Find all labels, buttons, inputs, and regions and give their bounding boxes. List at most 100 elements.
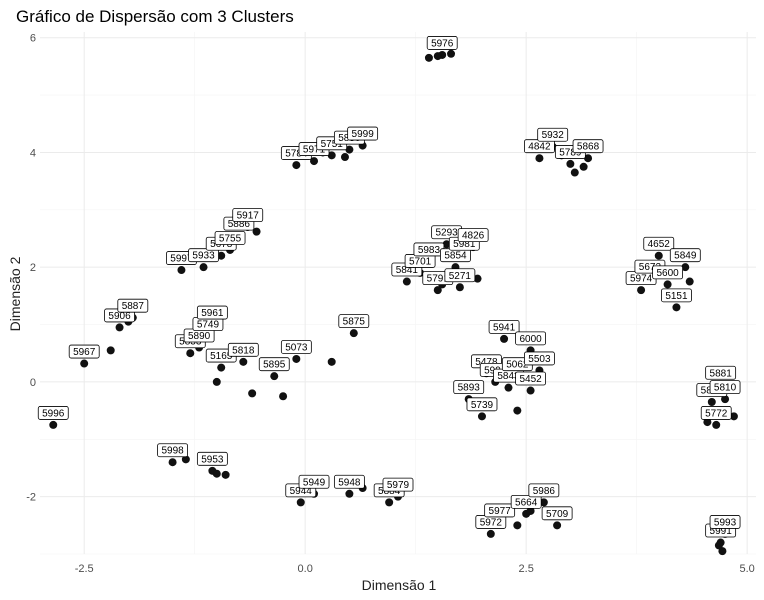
point-label-box (232, 208, 264, 222)
point-label: 5772 (700, 406, 732, 420)
point-label: 5151 (661, 288, 692, 303)
y-tick-label: 6 (30, 33, 36, 45)
data-point (177, 266, 186, 275)
point-label-text: 5983 (418, 245, 441, 256)
point-label-text: 6000 (519, 334, 542, 345)
point-label-text: 5890 (188, 331, 211, 342)
data-point (539, 498, 548, 507)
point-label: 5893 (453, 380, 485, 395)
data-point (292, 161, 301, 170)
point-label: 5749 (192, 317, 224, 331)
data-point (385, 498, 394, 507)
data-point (296, 498, 305, 507)
data-point (584, 154, 593, 163)
point-label-text: 5271 (449, 271, 472, 282)
point-label: 5875 (338, 314, 370, 329)
x-tick-label: 0.0 (298, 563, 313, 575)
point-label-text: 5997 (170, 254, 193, 265)
point-label-text: 5062 (506, 360, 529, 371)
point-label-box (338, 314, 370, 329)
point-label-text: 5972 (480, 517, 503, 528)
point-label: 5600 (652, 265, 684, 280)
point-label-text: 5875 (343, 317, 366, 328)
point-label: 5709 (541, 506, 573, 521)
point-label: 4652 (643, 236, 675, 251)
point-label-box (453, 380, 485, 395)
y-axis-ticks: -2 0 2 4 6 (26, 33, 36, 504)
point-label-text: 5996 (42, 408, 65, 419)
point-label: 5895 (258, 357, 290, 372)
data-point (340, 153, 349, 162)
point-label-text: 5293 (435, 228, 458, 239)
point-label: 5810 (709, 380, 741, 395)
x-tick-label: 2.5 (519, 563, 534, 575)
data-point (115, 323, 124, 332)
data-point (714, 541, 723, 550)
point-labels: 5996596759065887599759335678575558865917… (37, 36, 741, 538)
point-label-text: 5953 (201, 454, 224, 465)
point-label-box (426, 36, 458, 50)
point-label-text: 5503 (528, 354, 551, 365)
data-point (513, 521, 522, 530)
point-label: 5818 (227, 342, 259, 357)
point-label: 5977 (484, 503, 516, 518)
data-point (654, 251, 663, 260)
point-label-text: 5810 (714, 383, 737, 394)
data-point (455, 283, 464, 292)
point-label-text: 5841 (396, 265, 419, 276)
point-label-box (214, 231, 246, 245)
point-label-text: 5977 (489, 506, 512, 517)
data-point (663, 280, 672, 289)
point-label-text: 5932 (542, 130, 565, 141)
data-point (212, 377, 221, 386)
point-label: 5967 (68, 344, 100, 359)
data-point (402, 277, 411, 286)
point-label-text: 5993 (714, 517, 737, 528)
data-point (345, 145, 354, 154)
grid (40, 32, 756, 555)
point-label-box (227, 342, 259, 357)
data-point (433, 52, 442, 61)
y-tick-label: -2 (26, 492, 36, 504)
point-label-text: 5784 (285, 149, 308, 160)
data-point (447, 49, 456, 58)
point-label-text: 4826 (462, 231, 485, 242)
point-label-text: 5165 (210, 351, 233, 362)
y-tick-label: 0 (30, 377, 36, 389)
data-point (221, 470, 230, 479)
data-point (80, 359, 89, 368)
point-label-box (510, 494, 542, 509)
point-label: 5452 (515, 371, 546, 386)
data-point (292, 354, 301, 363)
point-label-text: 5854 (444, 251, 467, 262)
point-label-box (537, 127, 569, 142)
point-label-text: 5933 (192, 251, 215, 262)
data-point (345, 489, 354, 498)
point-label: 5854 (440, 248, 471, 263)
point-label: 5953 (196, 451, 228, 466)
point-label-text: 5944 (290, 486, 313, 497)
point-label: 5961 (196, 305, 228, 320)
point-label-box (117, 298, 149, 313)
point-label-box (524, 351, 555, 366)
x-axis-ticks: -2.5 0.0 2.5 5.0 (75, 563, 755, 575)
point-label-text: 5961 (201, 308, 224, 319)
data-point (526, 386, 535, 395)
point-label: 5887 (117, 298, 149, 313)
data-point (553, 521, 562, 530)
point-label-text: 5971 (303, 145, 326, 156)
point-label-box (643, 236, 675, 251)
point-label-text: 5881 (710, 368, 733, 379)
point-label-text: 5886 (228, 219, 251, 230)
point-label: 5073 (280, 340, 312, 354)
data-point (526, 506, 535, 515)
data-point (217, 363, 226, 372)
point-label: 4842 (524, 139, 555, 154)
point-label-box (709, 380, 741, 395)
data-point (310, 157, 319, 166)
data-point (106, 346, 115, 355)
point-label: 5998 (157, 443, 188, 458)
data-point (49, 420, 58, 429)
point-label-box (528, 483, 560, 498)
